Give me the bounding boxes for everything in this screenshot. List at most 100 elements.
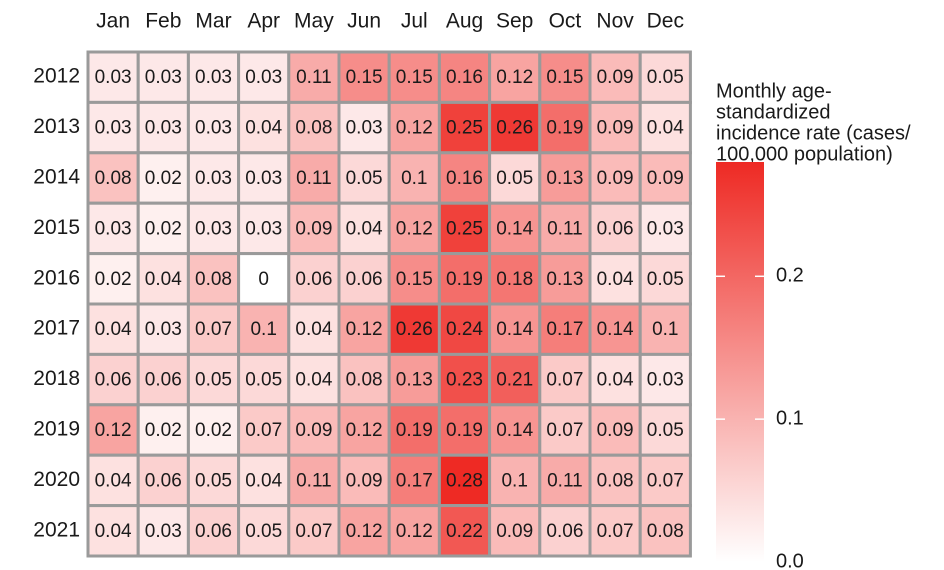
cell-label: 0.13 [546,168,583,189]
cell-label: 0.03 [145,521,182,542]
cell-label: 0.1 [401,168,427,189]
x-tick-label: Nov [596,10,634,33]
cell-label: 0.21 [496,370,533,391]
cell-label: 0.02 [145,218,182,239]
heatmap-cell [538,50,592,104]
cell-label: 0.11 [296,168,332,189]
heatmap-cell [638,453,692,508]
cell-label: 0.06 [597,218,634,239]
heatmap-cell [86,302,140,356]
heatmap-cell [186,504,241,558]
heatmap-cell [538,352,592,407]
heatmap-cell [387,504,441,558]
heatmap-cell [437,453,492,508]
cell-label: 0.03 [195,67,232,88]
cell-label: 0.04 [346,218,383,239]
cell-label: 0.07 [195,319,232,340]
cell-label: 0.12 [396,118,433,139]
heatmap-cell [588,252,642,306]
cell-label: 0.05 [647,269,684,290]
y-tick-label: 2015 [33,216,80,239]
cell-label: 0.03 [195,168,232,189]
heatmap-cell [337,302,391,356]
cell-label: 0.07 [647,470,684,491]
x-tick-label: Mar [195,10,231,33]
heatmap-cell [287,352,341,407]
colorbar-tick-label: 0.0 [776,550,804,570]
cell-label: 0.15 [546,67,583,88]
heatmap-cell [186,252,241,306]
heatmap-cell [237,403,291,457]
cell-label: 0.1 [652,319,678,340]
cell-label: 0.03 [647,370,684,391]
heatmap-cell [387,151,441,205]
cell-label: 0.08 [346,370,383,391]
cell-label: 0.23 [446,370,483,391]
heatmap-cell [86,504,140,558]
colorbar-tick-label: 0.1 [776,407,804,429]
heatmap-cell [237,302,291,356]
cell-label: 0.08 [95,168,132,189]
heatmap-cell [488,302,542,356]
cell-label: 0.03 [195,218,232,239]
cell-label: 0.04 [597,269,634,290]
cell-label: 0.15 [396,269,433,290]
cell-label: 0.22 [446,521,483,542]
cell-label: 0.03 [145,319,182,340]
cell-label: 0.05 [195,470,232,491]
cell-label: 0.12 [346,319,383,340]
colorbar [716,162,764,562]
cell-label: 0.09 [295,218,332,239]
y-tick-label: 2012 [33,65,80,88]
heatmap-cell [538,504,592,558]
cell-label: 0.02 [195,420,232,441]
cell-label: 0.08 [295,118,332,139]
x-tick-label: Jan [96,10,130,33]
cell-label: 0.04 [95,470,132,491]
cell-label: 0.15 [396,67,433,88]
cell-label: 0.24 [446,319,483,340]
cell-label: 0.05 [346,168,383,189]
heatmap-cell [86,453,140,508]
cell-label: 0.15 [346,67,383,88]
cell-label: 0.07 [546,370,583,391]
cell-label: 0.08 [195,269,232,290]
heatmap-cell [136,504,190,558]
cell-label: 0.06 [195,521,232,542]
cell-label: 0.14 [496,420,533,441]
heatmap-cell [638,302,692,356]
cell-label: 0.05 [195,370,232,391]
x-tick-label: Oct [549,10,582,33]
cell-label: 0.09 [647,168,684,189]
cell-label: 0.09 [346,470,383,491]
cell-label: 0.14 [496,319,533,340]
heatmap-cell [437,302,492,356]
cell-label: 0.08 [647,521,684,542]
cell-label: 0.09 [597,420,634,441]
cell-label: 0.12 [396,218,433,239]
cell-label: 0.06 [145,470,182,491]
x-tick-label: Apr [247,10,280,33]
x-tick-label: Dec [647,10,684,33]
cell-label: 0.12 [346,420,383,441]
colorbar-title: Monthly age- [716,80,832,102]
cell-label: 0.06 [346,269,383,290]
cell-label: 0.13 [546,269,583,290]
cell-label: 0.09 [597,67,634,88]
heatmap-cell [237,100,291,155]
colorbar-tick-label: 0.2 [776,265,804,287]
cell-label: 0.12 [396,521,433,542]
heatmap-cell [237,504,291,558]
cell-label: 0.04 [245,118,282,139]
cell-label: 0.11 [296,67,332,88]
cell-label: 0.25 [446,118,483,139]
cell-label: 0.13 [396,370,433,391]
cell-label: 0.03 [145,118,182,139]
cell-label: 0.06 [295,269,332,290]
cell-label: 0.03 [145,67,182,88]
cell-label: 0.05 [647,67,684,88]
cell-label: 0.03 [346,118,383,139]
heatmap-cell [638,201,692,256]
cell-label: 0.03 [245,67,282,88]
